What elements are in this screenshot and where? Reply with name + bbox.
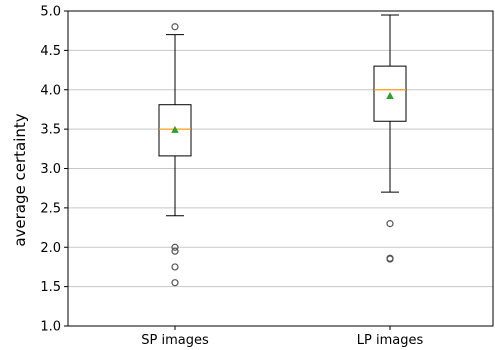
mean-marker: [386, 92, 394, 100]
axes-layer: 1.0 1.5 2.0 2.5 3.0 3.5 4.0 4.5 5.0 SP images LP i…: [40, 5, 494, 348]
box-group-sp: [158, 23, 192, 287]
outlier-point: [171, 243, 179, 251]
iqr-box: [373, 65, 407, 122]
outlier-point: [386, 255, 394, 263]
y-tick-label: 1.5: [40, 280, 61, 295]
iqr-box: [158, 104, 192, 157]
outlier-point: [171, 263, 179, 271]
x-tick-label: LP images: [357, 333, 424, 348]
outlier-point: [171, 23, 179, 31]
outlier-point: [171, 279, 179, 287]
outlier-point: [171, 247, 179, 255]
y-tick-label: 1.0: [40, 320, 61, 335]
outlier-point: [386, 220, 394, 228]
y-tick-label: 3.0: [40, 162, 61, 177]
y-tick-label: 3.5: [40, 123, 61, 138]
y-tick-label: 5.0: [40, 5, 61, 20]
box-group-lp: [373, 14, 407, 263]
mean-marker: [171, 125, 179, 133]
x-tick-label: SP images: [141, 333, 209, 348]
y-tick-label: 4.0: [40, 83, 61, 98]
y-tick-label: 2.5: [40, 201, 61, 216]
y-axis-label: average certainty: [11, 113, 29, 246]
grid-layer: [68, 10, 493, 327]
y-tick-label: 4.5: [40, 44, 61, 59]
y-tick-label: 2.0: [40, 241, 61, 256]
plot-layer: [158, 14, 407, 287]
plot-frame: [67, 10, 494, 327]
